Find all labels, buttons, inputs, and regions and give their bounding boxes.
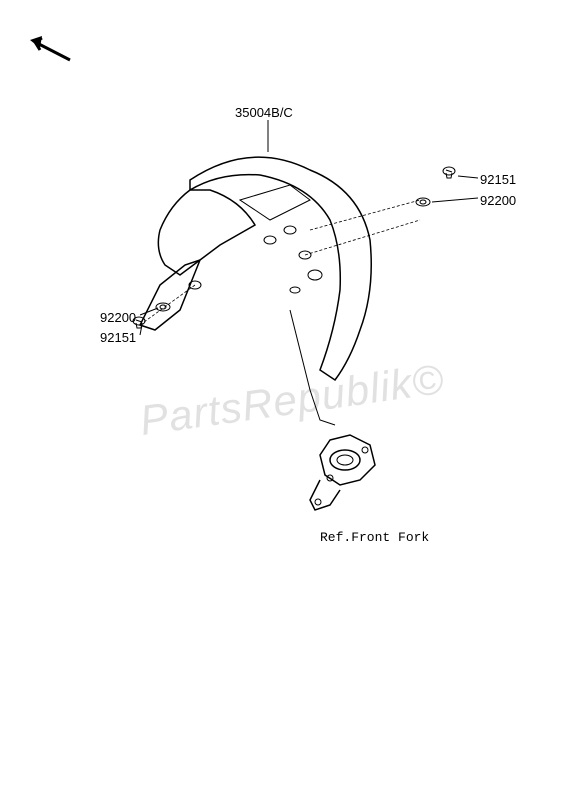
fender-assembly — [110, 130, 430, 455]
washer-icon-top — [415, 195, 431, 213]
back-arrow-icon — [20, 30, 80, 75]
washer-icon-bottom — [155, 300, 171, 318]
label-92151-bottom: 92151 — [100, 330, 136, 345]
label-92200-bottom: 92200 — [100, 310, 136, 325]
label-35004bc: 35004B/C — [235, 105, 293, 120]
fork-bracket — [300, 430, 400, 535]
screw-icon-top — [440, 165, 458, 188]
parts-diagram: PartsRepublik© — [0, 0, 584, 800]
label-92151-top: 92151 — [480, 172, 516, 187]
label-92200-top: 92200 — [480, 193, 516, 208]
reference-label: Ref.Front Fork — [320, 530, 429, 545]
